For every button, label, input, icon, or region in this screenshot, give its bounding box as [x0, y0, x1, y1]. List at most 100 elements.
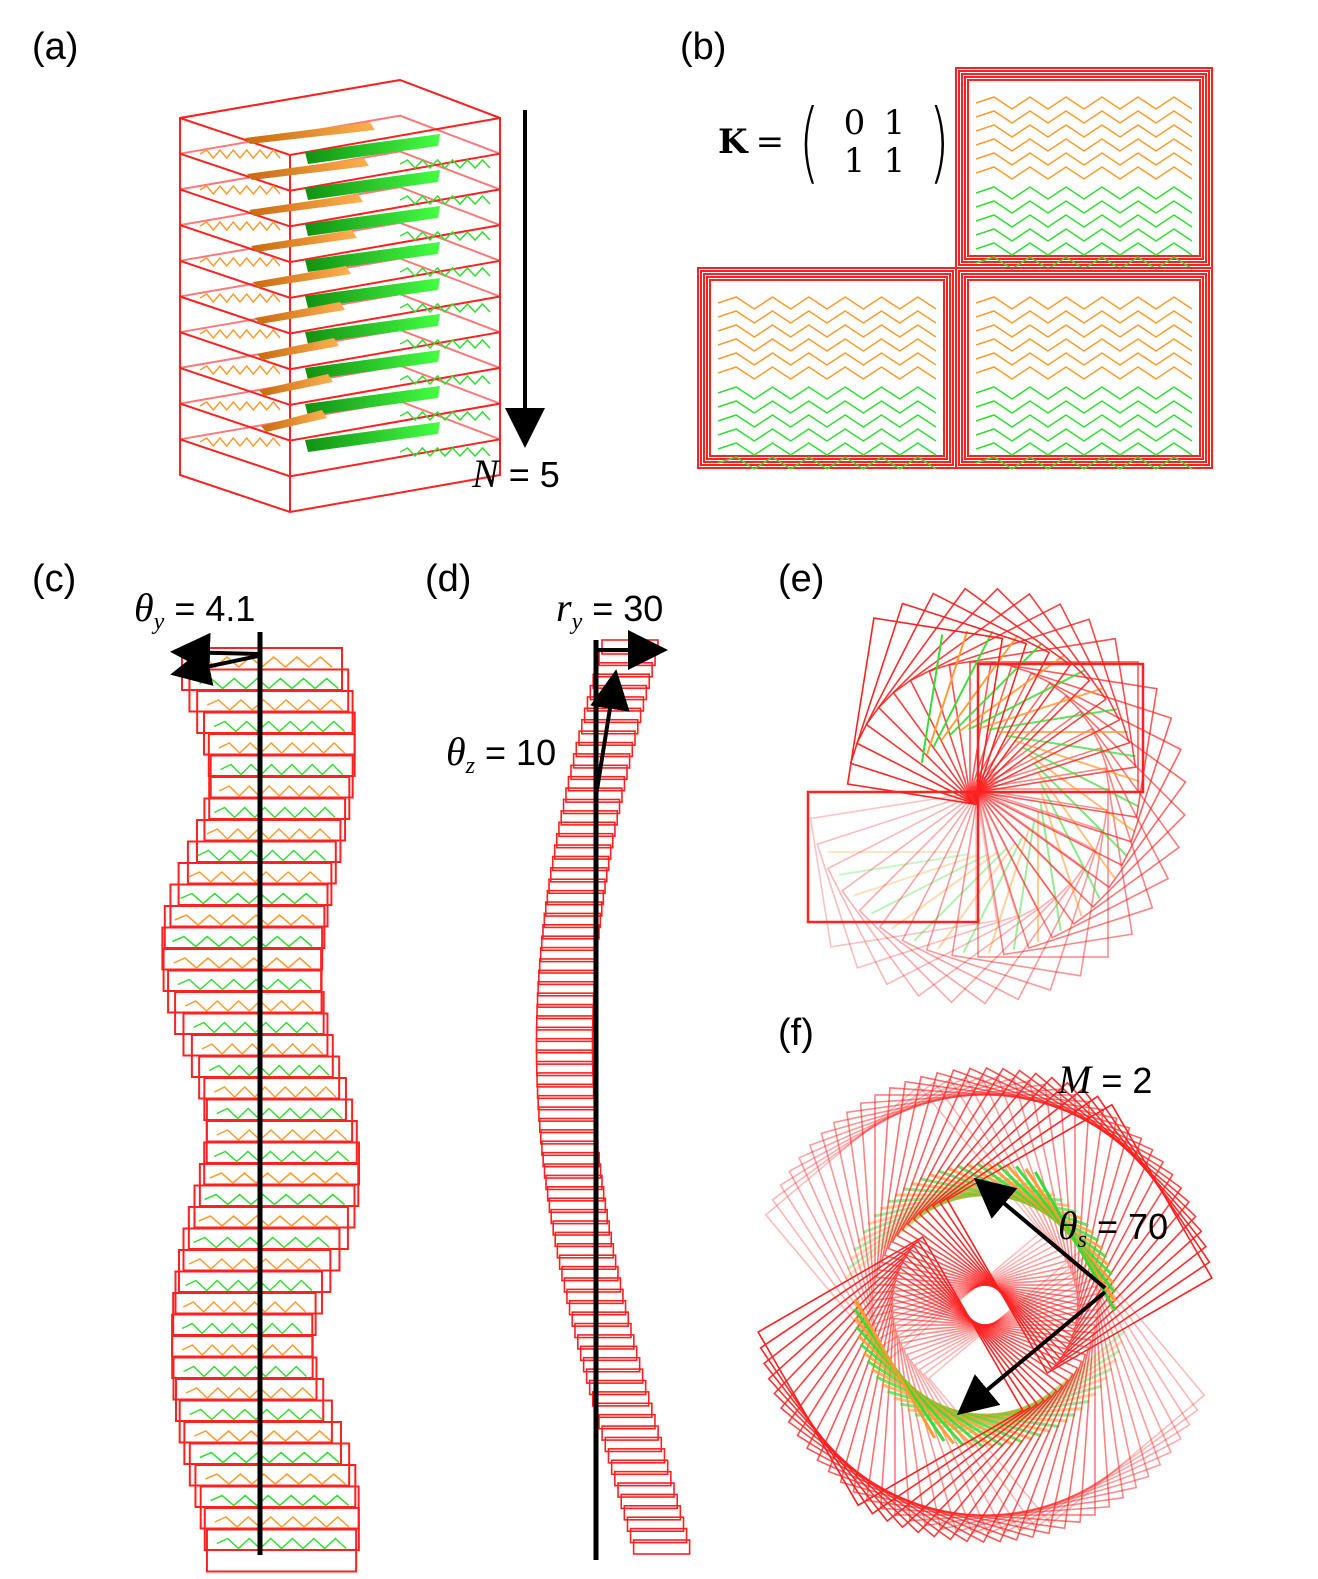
spiral-box: [849, 602, 1028, 805]
helix-box: [555, 832, 614, 849]
orange-sidechain: [199, 184, 281, 196]
helix-box: [543, 1163, 602, 1179]
sidechain: [220, 763, 344, 776]
sidechain: [185, 1279, 313, 1292]
swirl-box: [798, 1075, 1061, 1333]
spiral-pair: [809, 791, 998, 948]
orange-sidechain: [975, 110, 1193, 124]
spiral-strand: [1015, 740, 1140, 783]
green-sidechain: [399, 302, 491, 314]
orange-sidechain: [975, 310, 1193, 324]
orange-strand: [255, 302, 345, 324]
green-sidechain: [399, 266, 491, 278]
green-sidechain: [399, 158, 491, 170]
sidechain: [218, 784, 340, 798]
green-sidechain: [975, 200, 1193, 214]
helix-box: [545, 1174, 603, 1191]
panel-c-theta-sub: y: [153, 609, 165, 636]
orange-sidechain: [975, 96, 1193, 110]
helix-box: [561, 1265, 619, 1282]
panel-d-thetaz-arrow: [590, 669, 630, 797]
panel-b-cells: [697, 67, 1213, 470]
swirl-box: [927, 1248, 1206, 1525]
column-box: [203, 1507, 360, 1551]
sidechain: [218, 741, 346, 755]
orange-sidechain: [199, 256, 281, 268]
sidechain: [193, 1021, 318, 1034]
spiral-pair: [865, 587, 1072, 803]
panel-d-ry-value: = 30: [592, 588, 664, 629]
panel-f-arrow-1: [973, 1177, 1107, 1290]
unit-cell-box: [961, 273, 1207, 463]
orange-sidechain: [975, 124, 1193, 138]
orange-sidechain: [199, 148, 281, 160]
green-sidechain: [717, 442, 937, 456]
layer-edge: [179, 295, 501, 335]
unit-cell-box: [958, 270, 1210, 466]
green-sidechain: [717, 400, 937, 414]
orange-sidechain: [199, 436, 281, 448]
panel-f-m-symbol: M: [1058, 1057, 1092, 1102]
spiral-strand: [1040, 792, 1083, 917]
unit-cell-box: [964, 276, 1204, 460]
layer-edge: [179, 259, 501, 299]
helix-box: [542, 924, 600, 940]
panel-a-strands: [199, 122, 491, 458]
orange-sidechain: [717, 352, 937, 366]
helix-box: [550, 867, 608, 883]
helix-box: [556, 1242, 615, 1259]
sidechain: [188, 1257, 321, 1271]
helix-box: [626, 1516, 685, 1533]
sidechain: [181, 1343, 304, 1357]
spiral-box: [877, 587, 1091, 801]
unit-cell-box: [967, 79, 1201, 257]
panel-a-n-annotation: N = 5: [472, 450, 560, 497]
helix-box: [610, 1459, 669, 1476]
spiral-strand: [1006, 734, 1136, 758]
layer-edge: [179, 188, 501, 228]
sidechain: [185, 1386, 314, 1400]
unit-cell-box: [700, 270, 954, 466]
orange-sidechain: [717, 310, 937, 324]
spiral-strand: [937, 842, 1016, 950]
spiral-pair: [909, 603, 1121, 798]
helix-box: [571, 1311, 630, 1327]
green-strand: [305, 170, 440, 200]
green-strand: [305, 278, 440, 308]
sidechain: [177, 978, 313, 991]
orange-sidechain: [199, 292, 281, 304]
helix-box: [535, 1037, 594, 1054]
green-strand: [305, 206, 440, 236]
spiral-strand: [987, 829, 1030, 954]
panel-e-spiral: [806, 587, 1187, 1005]
swirl-box: [771, 1081, 1048, 1355]
spiral-pair: [846, 617, 1004, 806]
panel-f-swirl: [757, 1066, 1213, 1544]
sidechain: [180, 892, 319, 905]
spiral-box: [878, 790, 1085, 1005]
green-sidechain: [399, 194, 491, 206]
spiral-strand: [913, 847, 1007, 942]
helix-box: [560, 810, 618, 826]
helix-box: [607, 1448, 666, 1464]
green-sidechain: [717, 414, 937, 428]
orange-sidechain: [717, 296, 937, 310]
spiral-strand: [1037, 772, 1116, 879]
helix-box: [551, 855, 610, 872]
panel-d-label: (d): [425, 558, 472, 600]
layer-edge: [179, 224, 501, 264]
green-sidechain: [975, 400, 1193, 414]
orange-sidechain: [717, 366, 937, 380]
sidechain: [172, 935, 313, 948]
panel-d-thetaz-sub: z: [465, 753, 475, 780]
panel-a-n-value: = 5: [508, 454, 560, 495]
sidechain: [194, 1430, 332, 1442]
sidechain: [210, 1494, 350, 1507]
spiral-strand: [853, 854, 978, 897]
unit-cell-box: [964, 76, 1204, 260]
spiral-box: [816, 791, 1019, 969]
helix-box: [598, 1413, 656, 1430]
swirl-lower: [757, 1235, 1024, 1507]
helix-box: [550, 1208, 609, 1225]
